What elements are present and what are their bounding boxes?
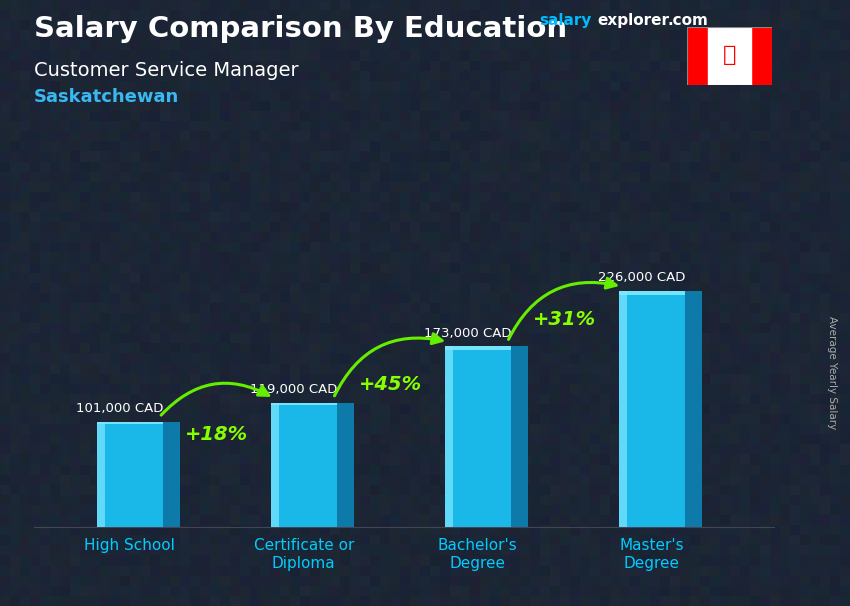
Bar xyxy=(708,27,751,85)
Bar xyxy=(270,403,279,527)
Polygon shape xyxy=(162,422,180,527)
Text: +31%: +31% xyxy=(533,310,596,329)
Text: 🍁: 🍁 xyxy=(722,45,736,65)
Text: 119,000 CAD: 119,000 CAD xyxy=(250,383,337,396)
Polygon shape xyxy=(685,291,702,527)
Bar xyxy=(619,291,685,527)
Text: +18%: +18% xyxy=(185,425,248,444)
Bar xyxy=(619,291,626,527)
Bar xyxy=(97,422,162,424)
Bar xyxy=(445,347,452,527)
Bar xyxy=(445,347,511,527)
Bar xyxy=(619,291,685,295)
Text: Customer Service Manager: Customer Service Manager xyxy=(34,61,298,79)
Bar xyxy=(270,403,337,527)
Bar xyxy=(97,422,162,527)
Text: explorer: explorer xyxy=(598,13,670,28)
Bar xyxy=(97,422,105,527)
Bar xyxy=(751,27,772,85)
Text: Salary Comparison By Education: Salary Comparison By Education xyxy=(34,15,567,43)
Text: 173,000 CAD: 173,000 CAD xyxy=(423,327,511,340)
Bar xyxy=(445,347,511,350)
Bar xyxy=(270,403,337,405)
Text: salary: salary xyxy=(540,13,592,28)
Bar xyxy=(687,27,708,85)
Text: +45%: +45% xyxy=(360,375,422,395)
Text: 101,000 CAD: 101,000 CAD xyxy=(76,402,163,415)
Text: Average Yearly Salary: Average Yearly Salary xyxy=(827,316,837,429)
Polygon shape xyxy=(337,403,354,527)
Text: .com: .com xyxy=(667,13,708,28)
Text: Saskatchewan: Saskatchewan xyxy=(34,88,179,106)
Text: 226,000 CAD: 226,000 CAD xyxy=(598,271,685,284)
Polygon shape xyxy=(511,347,528,527)
